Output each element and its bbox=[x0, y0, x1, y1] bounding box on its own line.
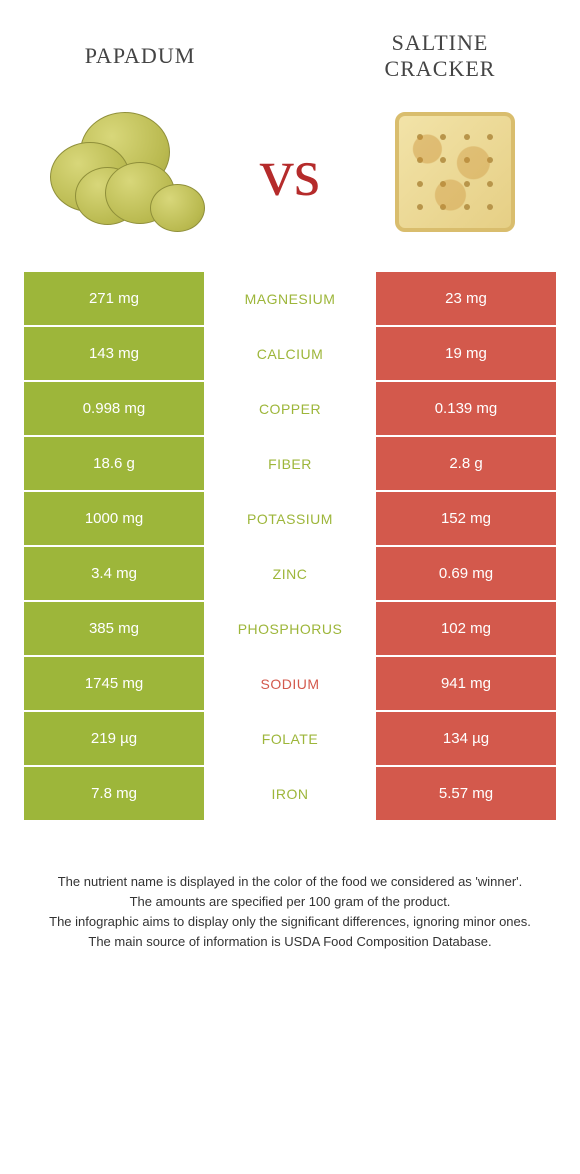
footer-notes: The nutrient name is displayed in the co… bbox=[0, 822, 580, 993]
left-value: 143 mg bbox=[24, 327, 204, 380]
images-row: vs bbox=[0, 92, 580, 272]
right-value: 5.57 mg bbox=[376, 767, 556, 820]
left-value: 0.998 mg bbox=[24, 382, 204, 435]
left-food-image bbox=[40, 102, 210, 242]
table-row: 7.8 mgIron5.57 mg bbox=[24, 767, 556, 822]
cracker-icon bbox=[395, 112, 515, 232]
table-row: 1745 mgSodium941 mg bbox=[24, 657, 556, 712]
left-value: 271 mg bbox=[24, 272, 204, 325]
right-value: 0.139 mg bbox=[376, 382, 556, 435]
footer-line: The infographic aims to display only the… bbox=[30, 912, 550, 932]
nutrient-name: Magnesium bbox=[204, 272, 376, 325]
nutrient-name: Potassium bbox=[204, 492, 376, 545]
left-value: 3.4 mg bbox=[24, 547, 204, 600]
left-value: 1000 mg bbox=[24, 492, 204, 545]
right-value: 134 µg bbox=[376, 712, 556, 765]
table-row: 143 mgCalcium19 mg bbox=[24, 327, 556, 382]
nutrient-name: Phosphorus bbox=[204, 602, 376, 655]
right-food-title: Saltine cracker bbox=[340, 30, 540, 82]
left-value: 219 µg bbox=[24, 712, 204, 765]
nutrient-name: Iron bbox=[204, 767, 376, 820]
left-value: 385 mg bbox=[24, 602, 204, 655]
left-value: 1745 mg bbox=[24, 657, 204, 710]
nutrient-table: 271 mgMagnesium23 mg143 mgCalcium19 mg0.… bbox=[24, 272, 556, 822]
header: Papadum Saltine cracker bbox=[0, 0, 580, 92]
table-row: 3.4 mgZinc0.69 mg bbox=[24, 547, 556, 602]
left-value: 18.6 g bbox=[24, 437, 204, 490]
right-value: 941 mg bbox=[376, 657, 556, 710]
nutrient-name: Folate bbox=[204, 712, 376, 765]
right-value: 102 mg bbox=[376, 602, 556, 655]
table-row: 271 mgMagnesium23 mg bbox=[24, 272, 556, 327]
table-row: 1000 mgPotassium152 mg bbox=[24, 492, 556, 547]
right-value: 2.8 g bbox=[376, 437, 556, 490]
right-value: 152 mg bbox=[376, 492, 556, 545]
table-row: 0.998 mgCopper0.139 mg bbox=[24, 382, 556, 437]
nutrient-name: Fiber bbox=[204, 437, 376, 490]
table-row: 18.6 gFiber2.8 g bbox=[24, 437, 556, 492]
vs-label: vs bbox=[260, 133, 320, 212]
table-row: 219 µgFolate134 µg bbox=[24, 712, 556, 767]
left-value: 7.8 mg bbox=[24, 767, 204, 820]
right-food-image bbox=[370, 102, 540, 242]
left-food-title: Papadum bbox=[40, 43, 240, 69]
nutrient-name: Zinc bbox=[204, 547, 376, 600]
right-value: 23 mg bbox=[376, 272, 556, 325]
footer-line: The nutrient name is displayed in the co… bbox=[30, 872, 550, 892]
papadum-icon bbox=[50, 112, 200, 232]
nutrient-name: Calcium bbox=[204, 327, 376, 380]
footer-line: The amounts are specified per 100 gram o… bbox=[30, 892, 550, 912]
nutrient-name: Copper bbox=[204, 382, 376, 435]
table-row: 385 mgPhosphorus102 mg bbox=[24, 602, 556, 657]
right-value: 0.69 mg bbox=[376, 547, 556, 600]
footer-line: The main source of information is USDA F… bbox=[30, 932, 550, 952]
right-value: 19 mg bbox=[376, 327, 556, 380]
nutrient-name: Sodium bbox=[204, 657, 376, 710]
